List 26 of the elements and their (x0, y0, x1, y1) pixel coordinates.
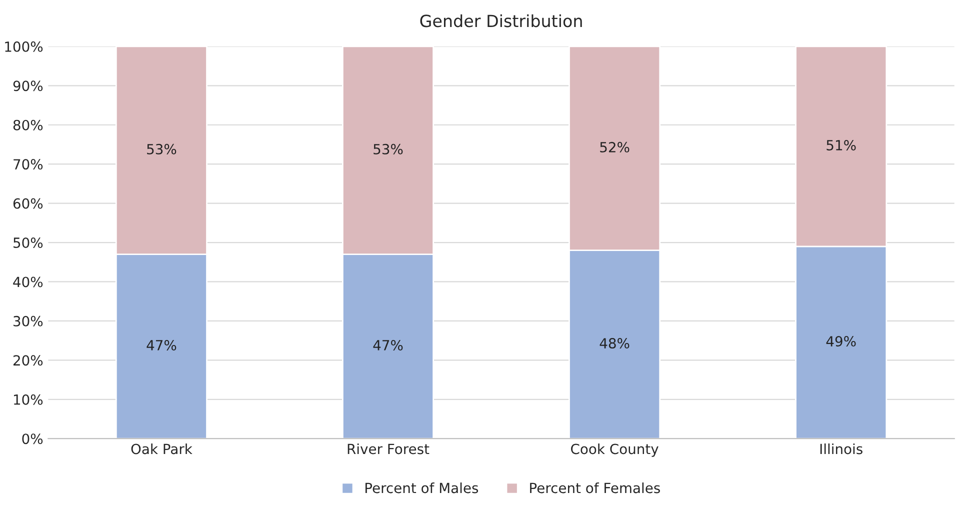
y-tick-label: 80% (13, 120, 43, 130)
y-tick-label: 30% (14, 316, 43, 326)
y-tick-label: 60% (13, 198, 43, 209)
y-tick-label: 20% (13, 355, 43, 366)
x-tick-label: River Forest (348, 443, 430, 454)
data-label: 47% (373, 340, 403, 350)
data-label: 47% (146, 340, 176, 350)
x-tick-label: Cook County (571, 443, 658, 457)
x-tick-label: Oak Park (131, 443, 192, 454)
y-tick-label: 100% (5, 41, 43, 52)
y-tick-label: 0% (22, 434, 43, 444)
chart-title: Gender Distribution (420, 14, 582, 28)
x-tick-label: Illinois (820, 443, 862, 454)
legend-label: Percent of Females (530, 482, 660, 494)
legend-label: Percent of Males (366, 482, 478, 494)
y-tick-label: 90% (13, 80, 43, 92)
y-tick-label: 10% (14, 394, 43, 405)
y-tick-label: 50% (14, 237, 43, 248)
data-label: 49% (826, 336, 856, 347)
data-label: 48% (600, 338, 630, 349)
data-label: 53% (374, 144, 403, 154)
data-label: 51% (826, 140, 856, 150)
data-label: 52% (600, 142, 630, 152)
y-tick-label: 70% (14, 159, 43, 170)
y-tick-label: 40% (13, 276, 43, 288)
data-label: 53% (147, 144, 176, 154)
